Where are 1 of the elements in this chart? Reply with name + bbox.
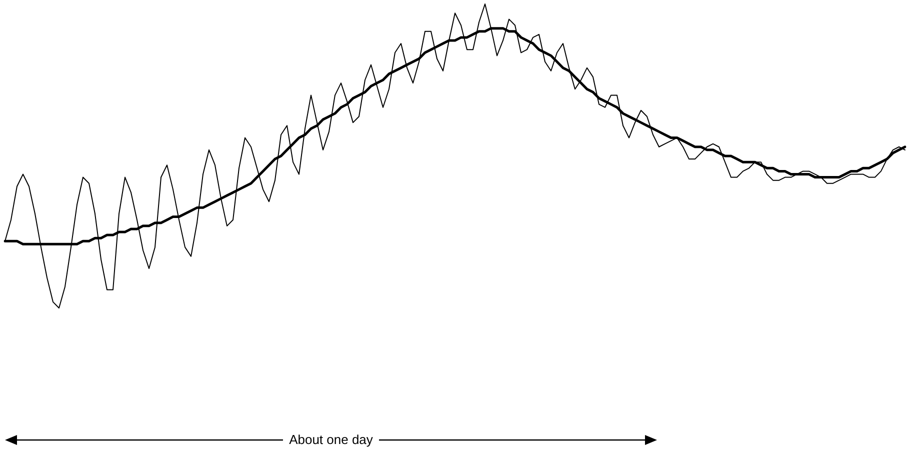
text: About one day xyxy=(283,432,379,447)
